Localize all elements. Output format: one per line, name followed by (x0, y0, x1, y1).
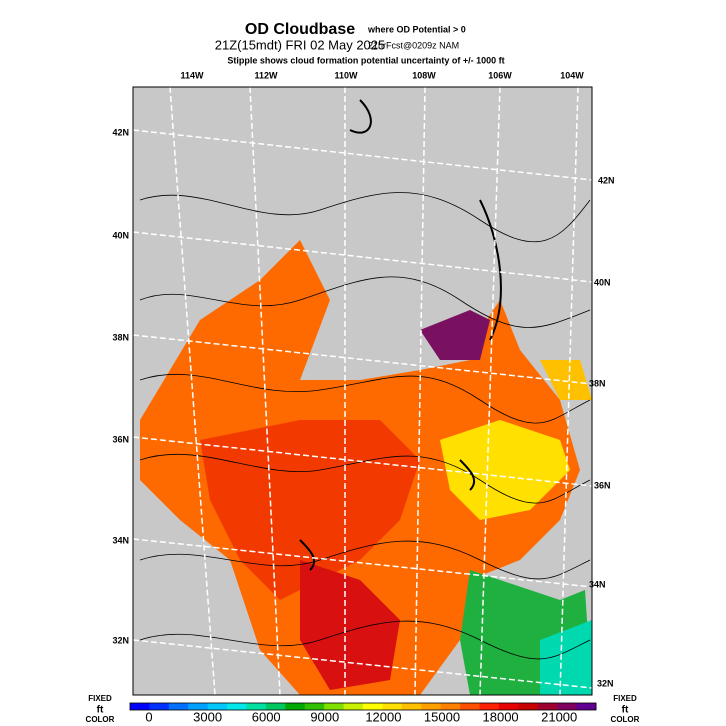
contours (139, 99, 591, 660)
colorbar-side-label: ft (97, 705, 104, 716)
colorbar-swatch (246, 703, 267, 710)
colorbar-swatch (207, 703, 228, 710)
colorbar-frame (129, 702, 597, 711)
lon-label: 104W (560, 70, 584, 80)
colorbar-swatch (518, 703, 539, 710)
colorbar-swatch (401, 703, 422, 710)
colorbar-tick-label: 21000 (541, 709, 577, 724)
colorbar-swatch (363, 703, 383, 710)
colorbar-tick-label: 3000 (193, 709, 222, 724)
lat-label: 38N (112, 332, 129, 342)
colorbar-swatch (460, 703, 480, 710)
colorbar-tick-label: 18000 (483, 709, 519, 724)
lon-label: 108W (412, 70, 436, 80)
lat-label: 32N (112, 635, 129, 645)
colorbar-tick-label: 0 (145, 709, 152, 724)
title: OD Cloudbase (245, 21, 355, 38)
lat-label: 40N (112, 230, 129, 240)
field-cyan (540, 620, 592, 695)
colorbar-side-label: COLOR (86, 715, 115, 724)
subtitle: Stipple shows cloud formation potential … (227, 55, 504, 65)
colorbar-side-label: FIXED (88, 694, 112, 703)
valid-time: 21Z(15mdt) FRI 02 May 2025 (215, 37, 386, 52)
colorbar-swatch (227, 703, 247, 710)
field-yellow (440, 420, 570, 520)
colorbar-tick-label: 15000 (424, 709, 460, 724)
colorbar-swatch (382, 703, 403, 710)
graticule (133, 87, 592, 695)
forecast: 21hrFcst@0209z NAM (368, 40, 459, 50)
colorbar-side-label: ft (622, 705, 629, 716)
colorbar-tick-label: 12000 (365, 709, 401, 724)
lon-label: 110W (334, 70, 358, 80)
colorbar-tick-label: 9000 (310, 709, 339, 724)
lat-label: 38N (589, 378, 606, 388)
lat-label: 36N (112, 434, 129, 444)
colorbar-swatch (479, 703, 500, 710)
colorbar-side-label: FIXED (613, 694, 637, 703)
lon-label: 114W (180, 70, 204, 80)
field-darkred (300, 560, 400, 690)
lat-label: 34N (112, 535, 129, 545)
lat-label: 42N (112, 127, 129, 137)
field-purple (420, 310, 490, 360)
lat-label: 36N (594, 480, 611, 490)
colorbar-swatch (265, 703, 286, 710)
colorbar-swatch (149, 703, 170, 710)
map-labels: 114W 112W 110W 108W 106W 104W 42N 40N 38N 36N 34N 3… (112, 70, 614, 688)
title-note: where OD Potential > 0 (367, 24, 466, 34)
colorbar-swatch (440, 703, 461, 710)
lat-label: 40N (594, 277, 611, 287)
lat-label: 34N (589, 579, 606, 589)
lon-label: 112W (254, 70, 278, 80)
colorbar-swatch (130, 703, 150, 710)
colorbar-swatch (498, 703, 519, 710)
lon-label: 106W (488, 70, 512, 80)
colorbar-swatch (421, 703, 442, 710)
colorbar-swatch (304, 703, 325, 710)
colorbar: 0 3000 6000 9000 12000 15000 18000 21000 FIXED ft… (86, 694, 640, 724)
colorbar-swatch (557, 703, 578, 710)
colorbar-swatch (168, 703, 189, 710)
map-field (133, 87, 592, 695)
colorbar-swatch (576, 703, 597, 710)
field-gray (150, 120, 360, 260)
colorbar-swatch (324, 703, 345, 710)
lat-label: 42N (598, 175, 615, 185)
colorbar-side-label: COLOR (611, 715, 640, 724)
lat-label: 32N (597, 678, 614, 688)
map-frame (132, 86, 593, 696)
colorbar-swatch (343, 703, 364, 710)
field-red (200, 420, 420, 600)
colorbar-swatch (537, 703, 558, 710)
field-east (540, 360, 592, 400)
colorbar-swatch (188, 703, 209, 710)
colorbar-tick-label: 6000 (252, 709, 281, 724)
colorbar-swatch (285, 703, 306, 710)
